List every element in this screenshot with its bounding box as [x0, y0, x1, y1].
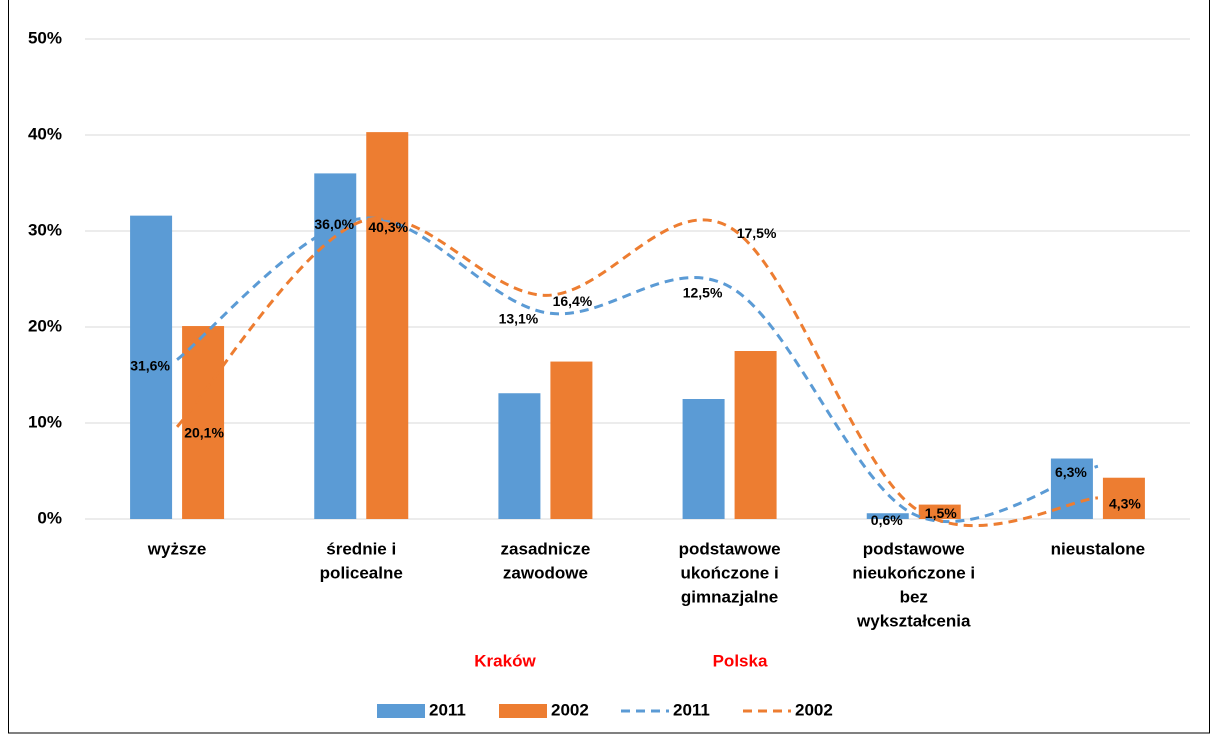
y-tick-label: 50% [28, 28, 62, 47]
annotation: Kraków [474, 651, 536, 670]
data-label: 6,3% [1055, 464, 1087, 480]
legend-label: 2002 [551, 700, 589, 719]
data-label: 4,3% [1109, 496, 1141, 512]
legend-swatch [499, 704, 547, 718]
data-label: 17,5% [737, 225, 777, 241]
annotation: Polska [713, 651, 768, 670]
y-tick-label: 30% [28, 220, 62, 239]
bar [550, 361, 593, 519]
data-label: 13,1% [499, 310, 539, 326]
x-tick-label: wykształcenia [856, 611, 971, 630]
bar [366, 132, 409, 519]
x-tick-label: wyższe [147, 539, 207, 558]
data-label: 40,3% [368, 219, 408, 235]
data-label: 16,4% [553, 293, 593, 309]
trend-line [175, 216, 1099, 527]
bar [498, 393, 541, 519]
data-label: 1,5% [925, 505, 957, 521]
x-tick-label: gimnazjalne [681, 587, 778, 606]
x-tick-label: bez [900, 587, 928, 606]
x-tick-label: zawodowe [503, 563, 588, 582]
bar [130, 215, 173, 519]
bar [866, 513, 909, 519]
data-label: 36,0% [314, 216, 354, 232]
data-label: 20,1% [184, 425, 224, 441]
bar [682, 399, 725, 519]
data-label: 12,5% [683, 284, 723, 300]
x-tick-label: ukończone i [680, 563, 778, 582]
x-tick-label: policealne [320, 563, 403, 582]
x-tick-label: średnie i [326, 539, 396, 558]
data-label: 0,6% [871, 512, 903, 528]
legend-label: 2011 [429, 700, 466, 719]
bar [1102, 477, 1145, 519]
y-tick-label: 10% [28, 412, 62, 431]
x-tick-label: nieukończone i [852, 563, 975, 582]
bar [314, 173, 357, 519]
y-tick-label: 20% [28, 316, 62, 335]
legend-label: 2002 [795, 700, 833, 719]
bar [734, 351, 777, 519]
y-tick-label: 40% [28, 124, 62, 143]
x-tick-label: nieustalone [1051, 539, 1145, 558]
trend-line [176, 216, 1099, 523]
legend-swatch [377, 704, 425, 718]
x-tick-label: podstawowe [863, 539, 965, 558]
legend-label: 2011 [673, 700, 710, 719]
x-tick-label: podstawowe [679, 539, 781, 558]
y-tick-label: 0% [37, 508, 62, 527]
x-tick-label: zasadnicze [501, 539, 591, 558]
bar [182, 326, 225, 519]
data-label: 31,6% [130, 357, 170, 373]
